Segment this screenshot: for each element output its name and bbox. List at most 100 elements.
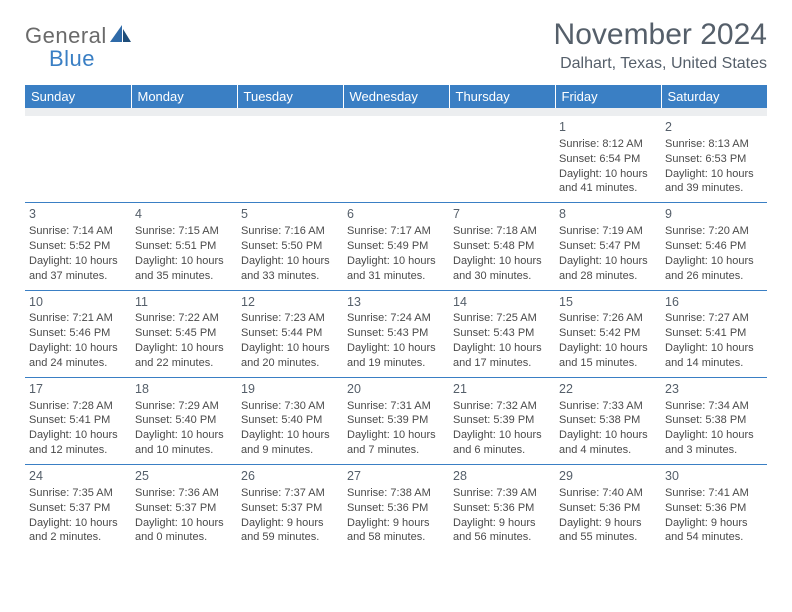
sunrise-line: Sunrise: 7:38 AM	[347, 486, 445, 501]
sunrise-line: Sunrise: 7:34 AM	[665, 399, 763, 414]
weekday-header: Monday	[131, 85, 237, 108]
sunset-line: Sunset: 5:42 PM	[559, 326, 657, 341]
day-number: 16	[665, 294, 763, 311]
daylight-line: Daylight: 10 hours and 19 minutes.	[347, 341, 445, 371]
daylight-line: Daylight: 10 hours and 30 minutes.	[453, 254, 551, 284]
sunrise-line: Sunrise: 8:12 AM	[559, 137, 657, 152]
weekday-header: Tuesday	[237, 85, 343, 108]
day-number: 25	[135, 468, 233, 485]
sunset-line: Sunset: 5:40 PM	[135, 413, 233, 428]
day-cell	[343, 116, 449, 203]
sunrise-line: Sunrise: 7:18 AM	[453, 224, 551, 239]
day-number: 10	[29, 294, 127, 311]
sunrise-line: Sunrise: 7:31 AM	[347, 399, 445, 414]
day-cell: 12Sunrise: 7:23 AMSunset: 5:44 PMDayligh…	[237, 290, 343, 377]
sunset-line: Sunset: 6:53 PM	[665, 152, 763, 167]
sunset-line: Sunset: 5:38 PM	[665, 413, 763, 428]
sunset-line: Sunset: 5:50 PM	[241, 239, 339, 254]
day-number: 3	[29, 206, 127, 223]
daylight-line: Daylight: 10 hours and 41 minutes.	[559, 167, 657, 197]
sunset-line: Sunset: 5:36 PM	[559, 501, 657, 516]
day-number: 7	[453, 206, 551, 223]
title-block: November 2024 Dalhart, Texas, United Sta…	[554, 18, 767, 73]
day-number: 5	[241, 206, 339, 223]
sunrise-line: Sunrise: 7:28 AM	[29, 399, 127, 414]
sunset-line: Sunset: 5:37 PM	[241, 501, 339, 516]
day-cell: 5Sunrise: 7:16 AMSunset: 5:50 PMDaylight…	[237, 203, 343, 290]
day-cell: 8Sunrise: 7:19 AMSunset: 5:47 PMDaylight…	[555, 203, 661, 290]
day-cell: 25Sunrise: 7:36 AMSunset: 5:37 PMDayligh…	[131, 465, 237, 552]
daylight-line: Daylight: 10 hours and 22 minutes.	[135, 341, 233, 371]
day-number: 14	[453, 294, 551, 311]
sunrise-line: Sunrise: 7:33 AM	[559, 399, 657, 414]
day-cell: 2Sunrise: 8:13 AMSunset: 6:53 PMDaylight…	[661, 116, 767, 203]
sunset-line: Sunset: 5:51 PM	[135, 239, 233, 254]
sunset-line: Sunset: 5:36 PM	[453, 501, 551, 516]
week-row: 3Sunrise: 7:14 AMSunset: 5:52 PMDaylight…	[25, 203, 767, 290]
day-cell: 21Sunrise: 7:32 AMSunset: 5:39 PMDayligh…	[449, 377, 555, 464]
day-number: 2	[665, 119, 763, 136]
day-cell: 17Sunrise: 7:28 AMSunset: 5:41 PMDayligh…	[25, 377, 131, 464]
day-cell: 27Sunrise: 7:38 AMSunset: 5:36 PMDayligh…	[343, 465, 449, 552]
daylight-line: Daylight: 10 hours and 12 minutes.	[29, 428, 127, 458]
daylight-line: Daylight: 10 hours and 2 minutes.	[29, 516, 127, 546]
daylight-line: Daylight: 10 hours and 7 minutes.	[347, 428, 445, 458]
day-cell	[449, 116, 555, 203]
sunrise-line: Sunrise: 7:20 AM	[665, 224, 763, 239]
day-number: 20	[347, 381, 445, 398]
sunset-line: Sunset: 5:37 PM	[29, 501, 127, 516]
daylight-line: Daylight: 10 hours and 9 minutes.	[241, 428, 339, 458]
sunset-line: Sunset: 5:41 PM	[29, 413, 127, 428]
daylight-line: Daylight: 10 hours and 33 minutes.	[241, 254, 339, 284]
sunrise-line: Sunrise: 7:22 AM	[135, 311, 233, 326]
sunset-line: Sunset: 5:43 PM	[347, 326, 445, 341]
sunrise-line: Sunrise: 7:37 AM	[241, 486, 339, 501]
sunrise-line: Sunrise: 7:27 AM	[665, 311, 763, 326]
weekday-header-row: SundayMondayTuesdayWednesdayThursdayFrid…	[25, 85, 767, 108]
day-cell: 29Sunrise: 7:40 AMSunset: 5:36 PMDayligh…	[555, 465, 661, 552]
day-number: 28	[453, 468, 551, 485]
day-cell: 23Sunrise: 7:34 AMSunset: 5:38 PMDayligh…	[661, 377, 767, 464]
day-cell: 24Sunrise: 7:35 AMSunset: 5:37 PMDayligh…	[25, 465, 131, 552]
location: Dalhart, Texas, United States	[554, 55, 767, 73]
day-cell: 10Sunrise: 7:21 AMSunset: 5:46 PMDayligh…	[25, 290, 131, 377]
daylight-line: Daylight: 9 hours and 59 minutes.	[241, 516, 339, 546]
sunrise-line: Sunrise: 7:32 AM	[453, 399, 551, 414]
header-spacer-row	[25, 108, 767, 116]
day-cell: 30Sunrise: 7:41 AMSunset: 5:36 PMDayligh…	[661, 465, 767, 552]
daylight-line: Daylight: 9 hours and 54 minutes.	[665, 516, 763, 546]
sunrise-line: Sunrise: 7:15 AM	[135, 224, 233, 239]
sunset-line: Sunset: 5:37 PM	[135, 501, 233, 516]
daylight-line: Daylight: 10 hours and 24 minutes.	[29, 341, 127, 371]
daylight-line: Daylight: 10 hours and 28 minutes.	[559, 254, 657, 284]
daylight-line: Daylight: 10 hours and 37 minutes.	[29, 254, 127, 284]
day-cell: 28Sunrise: 7:39 AMSunset: 5:36 PMDayligh…	[449, 465, 555, 552]
weekday-header: Sunday	[25, 85, 131, 108]
header: General Blue November 2024 Dalhart, Texa…	[25, 18, 767, 73]
week-row: 10Sunrise: 7:21 AMSunset: 5:46 PMDayligh…	[25, 290, 767, 377]
daylight-line: Daylight: 10 hours and 35 minutes.	[135, 254, 233, 284]
month-title: November 2024	[554, 18, 767, 52]
day-number: 13	[347, 294, 445, 311]
day-number: 1	[559, 119, 657, 136]
day-cell	[237, 116, 343, 203]
sunset-line: Sunset: 5:44 PM	[241, 326, 339, 341]
daylight-line: Daylight: 10 hours and 39 minutes.	[665, 167, 763, 197]
day-cell: 22Sunrise: 7:33 AMSunset: 5:38 PMDayligh…	[555, 377, 661, 464]
sunrise-line: Sunrise: 7:19 AM	[559, 224, 657, 239]
sunset-line: Sunset: 5:46 PM	[665, 239, 763, 254]
day-cell: 20Sunrise: 7:31 AMSunset: 5:39 PMDayligh…	[343, 377, 449, 464]
logo-sail-icon	[110, 24, 132, 47]
daylight-line: Daylight: 10 hours and 0 minutes.	[135, 516, 233, 546]
sunrise-line: Sunrise: 7:35 AM	[29, 486, 127, 501]
sunrise-line: Sunrise: 7:30 AM	[241, 399, 339, 414]
sunset-line: Sunset: 5:48 PM	[453, 239, 551, 254]
day-cell: 9Sunrise: 7:20 AMSunset: 5:46 PMDaylight…	[661, 203, 767, 290]
day-number: 11	[135, 294, 233, 311]
day-cell: 4Sunrise: 7:15 AMSunset: 5:51 PMDaylight…	[131, 203, 237, 290]
sunset-line: Sunset: 5:38 PM	[559, 413, 657, 428]
sunset-line: Sunset: 5:46 PM	[29, 326, 127, 341]
day-number: 23	[665, 381, 763, 398]
sunrise-line: Sunrise: 7:29 AM	[135, 399, 233, 414]
week-row: 17Sunrise: 7:28 AMSunset: 5:41 PMDayligh…	[25, 377, 767, 464]
